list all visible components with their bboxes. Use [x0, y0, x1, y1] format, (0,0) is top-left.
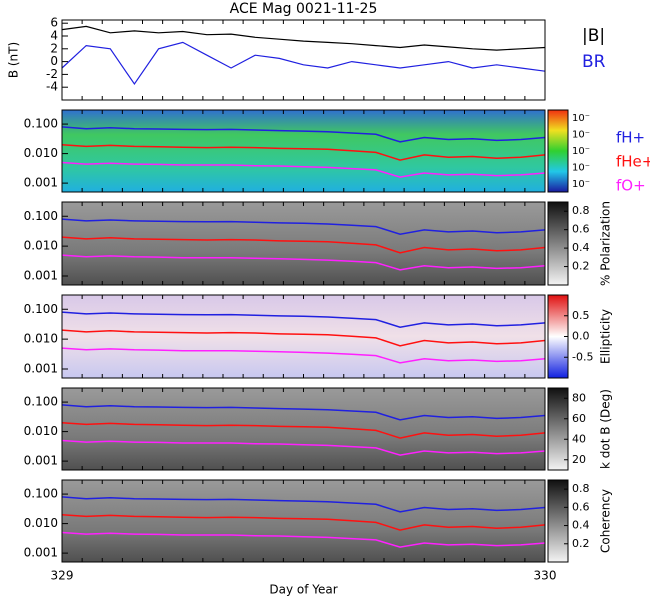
colorbar-tick-label: 0.2 — [572, 260, 590, 273]
line — [61, 41, 546, 86]
y-tick-label: 0 — [50, 54, 58, 68]
y-axis-label: B (nT) — [7, 42, 21, 78]
spectrogram-image — [62, 202, 545, 285]
spectrogram-image — [62, 110, 545, 192]
y-tick-label: 0.010 — [24, 516, 58, 530]
y-tick-label: 0.001 — [24, 454, 58, 468]
colorbar-label: 10⁻ — [572, 130, 590, 141]
line — [61, 404, 546, 421]
colorbar-title: Coherency — [599, 489, 613, 553]
line — [61, 126, 546, 143]
colorbar-tick-label: 0.6 — [572, 500, 590, 513]
colorbar — [547, 387, 569, 471]
colorbar-tick-label: 0.6 — [572, 223, 590, 236]
y-tick-label: 0.001 — [24, 176, 58, 190]
colorbar-label: 10⁻ — [572, 113, 590, 124]
colorbar-title: % Polarization — [599, 201, 613, 286]
colorbar — [547, 479, 569, 563]
colorbar-label: 10⁻ — [572, 162, 590, 173]
legend-entry: fO+ — [616, 177, 646, 195]
y-tick-label: 0.010 — [24, 332, 58, 346]
spectrogram-image — [62, 295, 545, 378]
x-axis-label: Day of Year — [269, 583, 337, 597]
y-tick-label: 0.100 — [24, 395, 58, 409]
colorbar-tick-label: 40 — [572, 432, 586, 445]
colorbar-title: k dot B (Deg) — [599, 389, 613, 469]
y-tick-label: 2 — [50, 41, 58, 55]
colorbar-tick-label: 0.8 — [572, 482, 590, 495]
legend-entry: fHe+ — [616, 153, 650, 171]
colorbar-tick-label: 0.2 — [572, 537, 590, 550]
plot-frame — [61, 109, 546, 193]
y-tick-label: 0.100 — [24, 487, 58, 501]
y-tick-label: 0.100 — [24, 117, 58, 131]
line — [61, 143, 546, 161]
colorbar — [547, 201, 569, 286]
line — [61, 218, 546, 235]
colorbar-tick-label: 0.8 — [572, 204, 590, 217]
colorbar-tick-label: 20 — [572, 453, 586, 466]
line — [61, 254, 546, 271]
line — [61, 25, 546, 51]
colorbar-title: Ellipticity — [599, 309, 613, 364]
legend-entry: |B| — [582, 26, 605, 46]
y-tick-label: -2 — [46, 67, 58, 81]
line — [61, 496, 546, 513]
line — [61, 439, 546, 456]
line — [61, 329, 546, 347]
plot-frame — [61, 294, 546, 379]
y-tick-label: -4 — [46, 80, 58, 94]
x-tick-label: 330 — [534, 569, 557, 583]
y-tick-label: 0.100 — [24, 209, 58, 223]
y-tick-label: 0.001 — [24, 269, 58, 283]
y-tick-label: 0.010 — [24, 239, 58, 253]
colorbar-tick-label: 80 — [572, 391, 586, 404]
line — [61, 311, 546, 328]
line — [61, 513, 546, 531]
plot-frame — [61, 201, 546, 286]
line — [61, 421, 546, 439]
legend-entry: fH+ — [616, 129, 645, 147]
x-tick-label: 329 — [51, 569, 74, 583]
line — [61, 236, 546, 254]
y-tick-label: 6 — [50, 16, 58, 30]
chart-title: ACE Mag 0021-11-25 — [230, 1, 378, 17]
y-tick-label: 0.001 — [24, 546, 58, 560]
colorbar-label: 10⁻ — [572, 146, 590, 157]
line — [61, 161, 546, 178]
y-tick-label: 0.010 — [24, 146, 58, 160]
spectrogram-image — [62, 480, 545, 562]
y-tick-label: 4 — [50, 29, 58, 43]
colorbar-label: 10⁻ — [572, 179, 590, 190]
plot-frame — [61, 387, 546, 471]
y-tick-label: 0.010 — [24, 424, 58, 438]
spectrogram-image — [62, 388, 545, 470]
colorbar-tick-label: 0.0 — [572, 330, 590, 343]
plot-frame — [61, 19, 546, 101]
colorbar — [547, 109, 569, 193]
y-tick-label: 0.001 — [24, 362, 58, 376]
line — [61, 347, 546, 364]
plot-frame — [61, 479, 546, 563]
colorbar-tick-label: -0.5 — [572, 350, 593, 363]
colorbar-tick-label: 0.4 — [572, 519, 590, 532]
line — [61, 531, 546, 548]
y-tick-label: 0.100 — [24, 302, 58, 316]
colorbar-tick-label: 0.4 — [572, 241, 590, 254]
legend-entry: BR — [582, 52, 606, 72]
colorbar-tick-label: 0.5 — [572, 309, 590, 322]
colorbar-tick-label: 60 — [572, 412, 586, 425]
